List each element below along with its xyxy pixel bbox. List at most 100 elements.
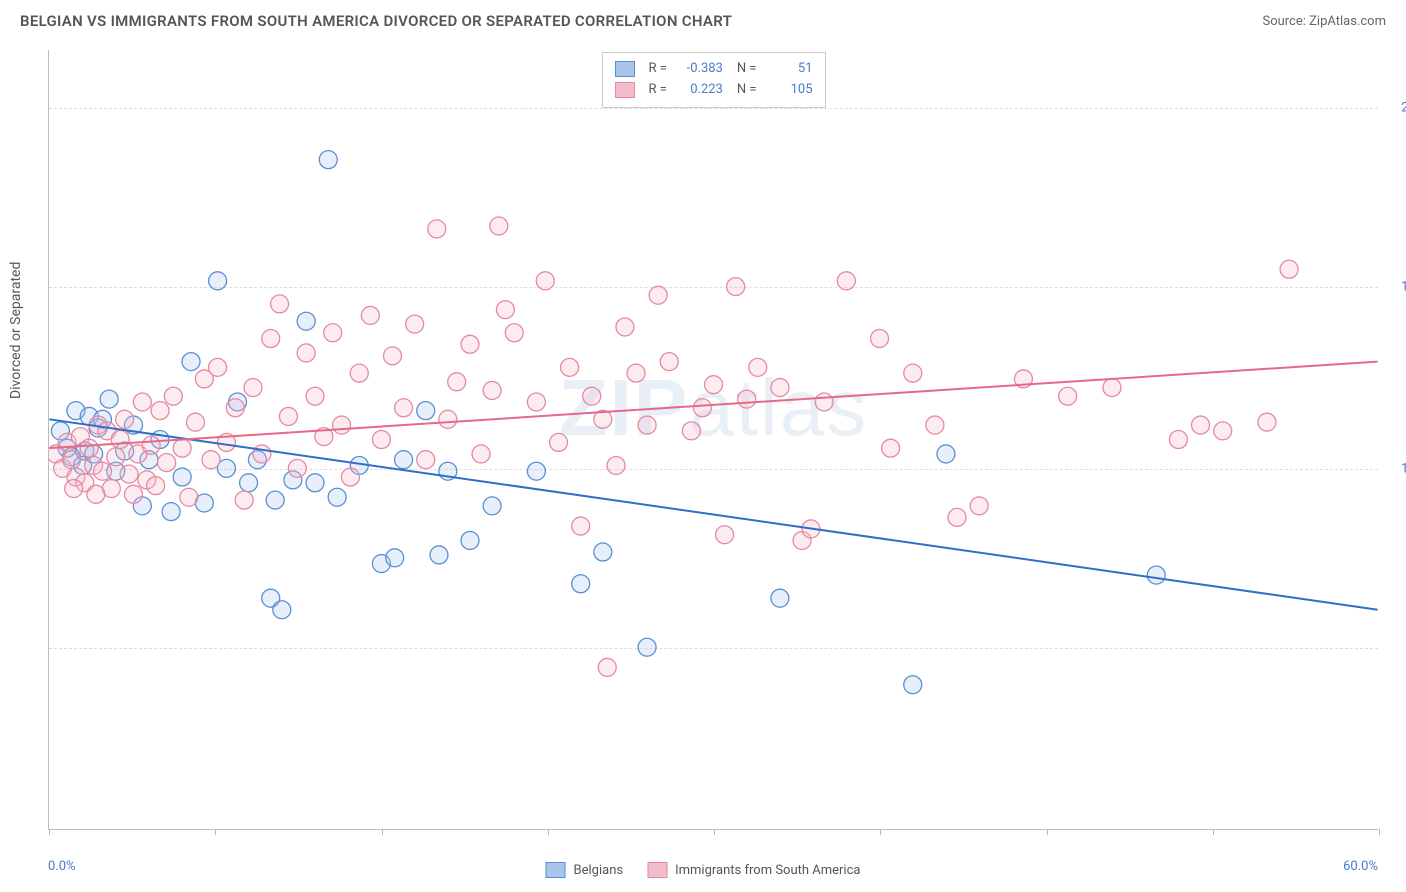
scatter-point <box>253 445 271 463</box>
scatter-point <box>496 301 514 319</box>
correlation-legend: R = -0.383 N = 51 R = 0.223 N = 105 <box>601 52 825 108</box>
scatter-point <box>306 387 324 405</box>
scatter-point <box>297 344 315 362</box>
x-tick <box>382 829 383 835</box>
legend-item-series-1: Immigrants from South America <box>647 862 860 878</box>
scatter-point <box>948 508 966 526</box>
scatter-point <box>182 353 200 371</box>
stat-r-value-0: -0.383 <box>679 59 723 80</box>
scatter-point <box>472 445 490 463</box>
x-tick <box>49 829 50 835</box>
swatch-series-1 <box>647 862 667 878</box>
scatter-point <box>550 433 568 451</box>
scatter-point <box>386 549 404 567</box>
chart-source: Source: ZipAtlas.com <box>1262 14 1386 29</box>
scatter-point <box>262 330 280 348</box>
scatter-point <box>124 485 142 503</box>
scatter-point <box>448 373 466 391</box>
scatter-point <box>350 364 368 382</box>
scatter-point <box>904 676 922 694</box>
scatter-point <box>235 491 253 509</box>
scatter-point <box>395 451 413 469</box>
scatter-point <box>926 416 944 434</box>
scatter-point <box>341 468 359 486</box>
scatter-point <box>202 451 220 469</box>
scatter-point <box>1103 379 1121 397</box>
scatter-point <box>93 462 111 480</box>
scatter-point <box>107 448 125 466</box>
scatter-point <box>871 330 889 348</box>
scatter-point <box>461 335 479 353</box>
scatter-point <box>151 402 169 420</box>
scatter-point <box>483 497 501 515</box>
scatter-point <box>970 497 988 515</box>
x-axis-min-label: 0.0% <box>48 859 76 874</box>
scatter-point <box>65 480 83 498</box>
legend-label-series-1: Immigrants from South America <box>675 863 860 878</box>
stat-r-value-1: 0.223 <box>679 80 723 101</box>
scatter-point <box>266 491 284 509</box>
y-tick-label: 18.8% <box>1401 279 1406 294</box>
scatter-point <box>738 390 756 408</box>
scatter-point <box>173 468 191 486</box>
legend-item-series-0: Belgians <box>546 862 624 878</box>
scatter-point <box>598 658 616 676</box>
stat-r-label: R = <box>648 80 666 101</box>
scatter-point <box>209 272 227 290</box>
scatter-point <box>1280 260 1298 278</box>
scatter-point <box>1059 387 1077 405</box>
scatter-point <box>649 286 667 304</box>
scatter-point <box>461 531 479 549</box>
y-tick-label: 12.5% <box>1401 461 1406 476</box>
scatter-point <box>527 462 545 480</box>
stat-r-label: R = <box>648 59 666 80</box>
scatter-point <box>882 439 900 457</box>
scatter-point <box>173 439 191 457</box>
scatter-point <box>660 353 678 371</box>
scatter-point <box>297 312 315 330</box>
scatter-point <box>80 439 98 457</box>
stat-n-value-0: 51 <box>769 59 813 80</box>
scatter-point <box>837 272 855 290</box>
scatter-point <box>333 416 351 434</box>
x-tick <box>548 829 549 835</box>
scatter-point <box>561 358 579 376</box>
scatter-point <box>162 503 180 521</box>
scatter-point <box>395 399 413 417</box>
y-tick-label: 25.0% <box>1401 100 1406 115</box>
swatch-series-0 <box>614 61 634 77</box>
chart-title: BELGIAN VS IMMIGRANTS FROM SOUTH AMERICA… <box>20 12 732 30</box>
scatter-point <box>638 416 656 434</box>
scatter-point <box>111 431 129 449</box>
scatter-point <box>727 278 745 296</box>
scatter-point <box>164 387 182 405</box>
scatter-point <box>430 546 448 564</box>
scatter-point <box>186 413 204 431</box>
scatter-point <box>483 381 501 399</box>
x-tick <box>1047 829 1048 835</box>
swatch-series-1 <box>614 82 634 98</box>
scatter-point <box>428 220 446 238</box>
swatch-series-0 <box>546 862 566 878</box>
scatter-svg <box>49 50 1378 829</box>
scatter-point <box>505 324 523 342</box>
scatter-point <box>372 431 390 449</box>
scatter-point <box>693 399 711 417</box>
x-tick <box>1379 829 1380 835</box>
scatter-point <box>133 393 151 411</box>
legend-label-series-0: Belgians <box>574 863 624 878</box>
scatter-point <box>180 488 198 506</box>
legend-row-series-0: R = -0.383 N = 51 <box>614 59 812 80</box>
scatter-point <box>209 358 227 376</box>
scatter-point <box>120 465 138 483</box>
scatter-point <box>158 454 176 472</box>
x-tick <box>714 829 715 835</box>
scatter-point <box>594 543 612 561</box>
stat-n-label: N = <box>737 80 757 101</box>
scatter-point <box>273 601 291 619</box>
scatter-point <box>705 376 723 394</box>
scatter-point <box>384 347 402 365</box>
legend-row-series-1: R = 0.223 N = 105 <box>614 80 812 101</box>
scatter-point <box>771 379 789 397</box>
scatter-point <box>147 477 165 495</box>
